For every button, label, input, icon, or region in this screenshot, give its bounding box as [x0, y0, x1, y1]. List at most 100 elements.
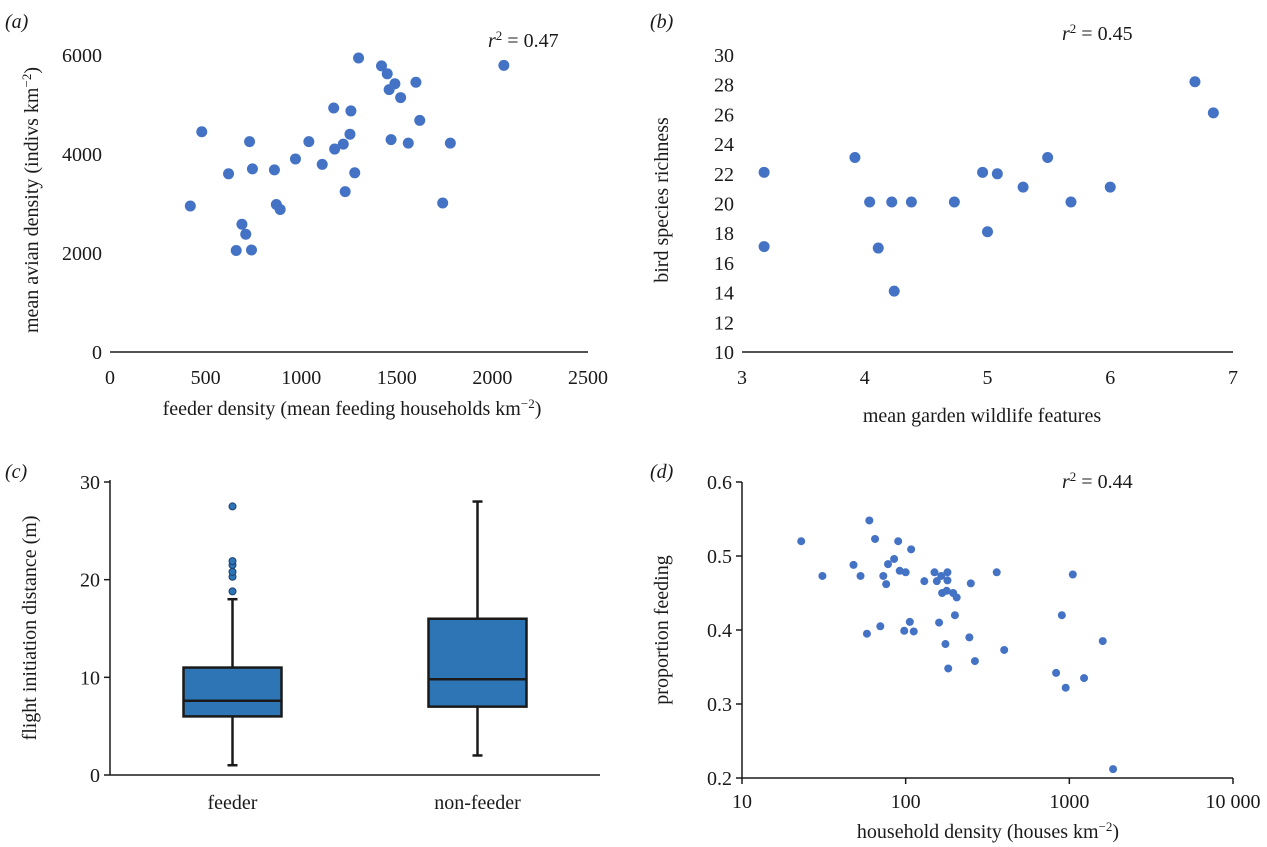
panel-a-data-point: [414, 114, 426, 126]
panel-b-scatter: (b) 10 12 14 16 18 20 22 24 26 28 30 3 4 5 6 7 r2 = 0.…: [650, 11, 1238, 427]
panel-d-data-point: [970, 657, 979, 666]
panel-d-y-tick-label: 0.5: [707, 546, 732, 568]
panel-d-scatter: (d) 0.2 0.3 0.4 0.5 0.6 10 100 1000 10 000 r2 =…: [650, 461, 1261, 843]
panel-d-y-axis-title: proportion feeding: [651, 555, 673, 704]
panel-a-y-tick-label: 0: [92, 342, 102, 364]
panel-b-data-point: [991, 168, 1003, 180]
panel-a-data-point: [303, 136, 315, 148]
panel-b-x-axis-title: mean garden wildlife features: [863, 405, 1101, 427]
panel-d-data-point: [884, 560, 893, 569]
panel-d-data-point: [901, 568, 910, 577]
panel-a-x-tick-label: 1000: [281, 367, 321, 389]
panel-a-data-point: [274, 203, 286, 215]
panel-d-data-point: [941, 640, 950, 649]
panel-b-x-tick-label: 6: [1105, 367, 1115, 389]
panel-a-x-tick-label: 1500: [377, 367, 417, 389]
panel-d-data-point: [856, 571, 865, 580]
panel-a-data-point: [349, 167, 361, 179]
panel-b-y-tick-label: 22: [714, 164, 734, 186]
panel-c-y-axis-title: flight initiation distance (m): [19, 516, 41, 741]
panel-a-data-point: [329, 143, 341, 155]
panel-d-y-tick-label: 0.3: [707, 694, 732, 716]
panel-b-data-point: [1017, 181, 1029, 193]
panel-d-y-tick-label: 0.4: [707, 620, 732, 642]
panel-a-data-point: [184, 200, 196, 212]
panel-b-data-point: [758, 241, 770, 253]
panel-d-data-point: [909, 627, 918, 636]
panel-d-x-tick-label: 10 000: [1206, 791, 1261, 813]
panel-c-outlier: [228, 502, 237, 511]
panel-a-data-point: [389, 78, 401, 90]
panel-a-data-point: [385, 134, 397, 146]
panel-d-data-point: [1052, 668, 1061, 677]
panel-b-y-tick-label: 24: [714, 134, 734, 156]
panel-c-category-label: feeder: [208, 792, 258, 814]
panel-b-x-tick-label: 5: [983, 367, 993, 389]
panel-d-data-point: [876, 622, 885, 631]
panel-d-data-point: [882, 580, 891, 589]
panel-b-y-tick-label: 28: [714, 75, 734, 97]
panel-a-data-point: [353, 52, 365, 64]
panel-d-data-point: [943, 568, 952, 577]
panel-d-data-point: [965, 633, 974, 642]
panel-c-outlier: [228, 587, 237, 596]
panel-d-data-point: [905, 617, 914, 626]
panel-a-y-tick-label: 2000: [62, 243, 102, 265]
panel-d-data-point: [1080, 674, 1089, 683]
panel-b-data-point: [1065, 196, 1077, 208]
panel-b-data-point: [905, 196, 917, 208]
panel-d-data-point: [944, 664, 953, 673]
panel-d-y-tick-label: 0.6: [707, 472, 732, 494]
panel-b-data-point: [849, 151, 861, 163]
panel-a-data-point: [344, 128, 356, 140]
panel-a-data-point: [444, 137, 456, 149]
panel-b-x-tick-label: 4: [860, 367, 870, 389]
panel-d-data-point: [1109, 765, 1118, 774]
panel-b-y-tick-label: 18: [714, 223, 734, 245]
panel-a-data-point: [196, 126, 208, 138]
panel-a-letter: (a): [5, 11, 29, 33]
panel-d-data-point: [849, 560, 858, 569]
panel-b-data-point: [886, 196, 898, 208]
panel-a-data-point: [339, 186, 351, 198]
panel-a-data-point: [345, 105, 357, 117]
panel-b-y-tick-label: 30: [714, 45, 734, 67]
panel-c-iqr-box: [182, 666, 283, 718]
panel-d-data-point: [818, 571, 827, 580]
panel-d-data-point: [894, 537, 903, 546]
panel-c-category-label: non-feeder: [434, 792, 521, 814]
panel-b-data-point: [1042, 151, 1054, 163]
panel-b-x-tick-label: 7: [1228, 367, 1238, 389]
panel-d-y-tick-label: 0.2: [707, 768, 732, 790]
panel-a-data-point: [498, 59, 510, 71]
panel-b-r-squared: r2 = 0.45: [1062, 21, 1133, 46]
panel-a-x-tick-label: 2500: [568, 367, 608, 389]
panel-a-x-tick-label: 2000: [472, 367, 512, 389]
panel-d-data-point: [930, 568, 939, 577]
panel-b-data-point: [948, 196, 960, 208]
panel-a-data-point: [381, 68, 393, 80]
panel-d-x-tick-label: 100: [891, 791, 921, 813]
panel-d-data-point: [932, 577, 941, 586]
panel-d-data-point: [871, 534, 880, 543]
panel-a-data-point: [268, 164, 280, 176]
panel-d-x-tick-label: 10: [732, 791, 752, 813]
panel-b-data-point: [977, 166, 989, 178]
panel-d-data-point: [942, 586, 951, 595]
panel-d-data-point: [920, 577, 929, 586]
panel-a-data-point: [246, 163, 258, 175]
panel-a-x-tick-label: 500: [191, 367, 221, 389]
panel-d-r-squared: r2 = 0.44: [1062, 469, 1133, 494]
panel-d-data-point: [943, 576, 952, 585]
panel-d-data-point: [966, 579, 975, 588]
panel-d-data-point: [865, 516, 874, 525]
panel-a-data-point: [240, 228, 252, 240]
panel-a-scatter: (a) 0 2000 4000 6000 0 500 1000 1500 2000 2500 r…: [5, 11, 608, 420]
panel-b-data-point: [758, 166, 770, 178]
panel-c-box-feeder: feeder: [182, 502, 283, 814]
panel-b-y-axis-title: bird species richness: [651, 117, 673, 283]
panel-b-y-tick-label: 16: [714, 253, 734, 275]
panel-d-letter: (d): [650, 461, 674, 483]
panel-d-data-point: [879, 571, 888, 580]
